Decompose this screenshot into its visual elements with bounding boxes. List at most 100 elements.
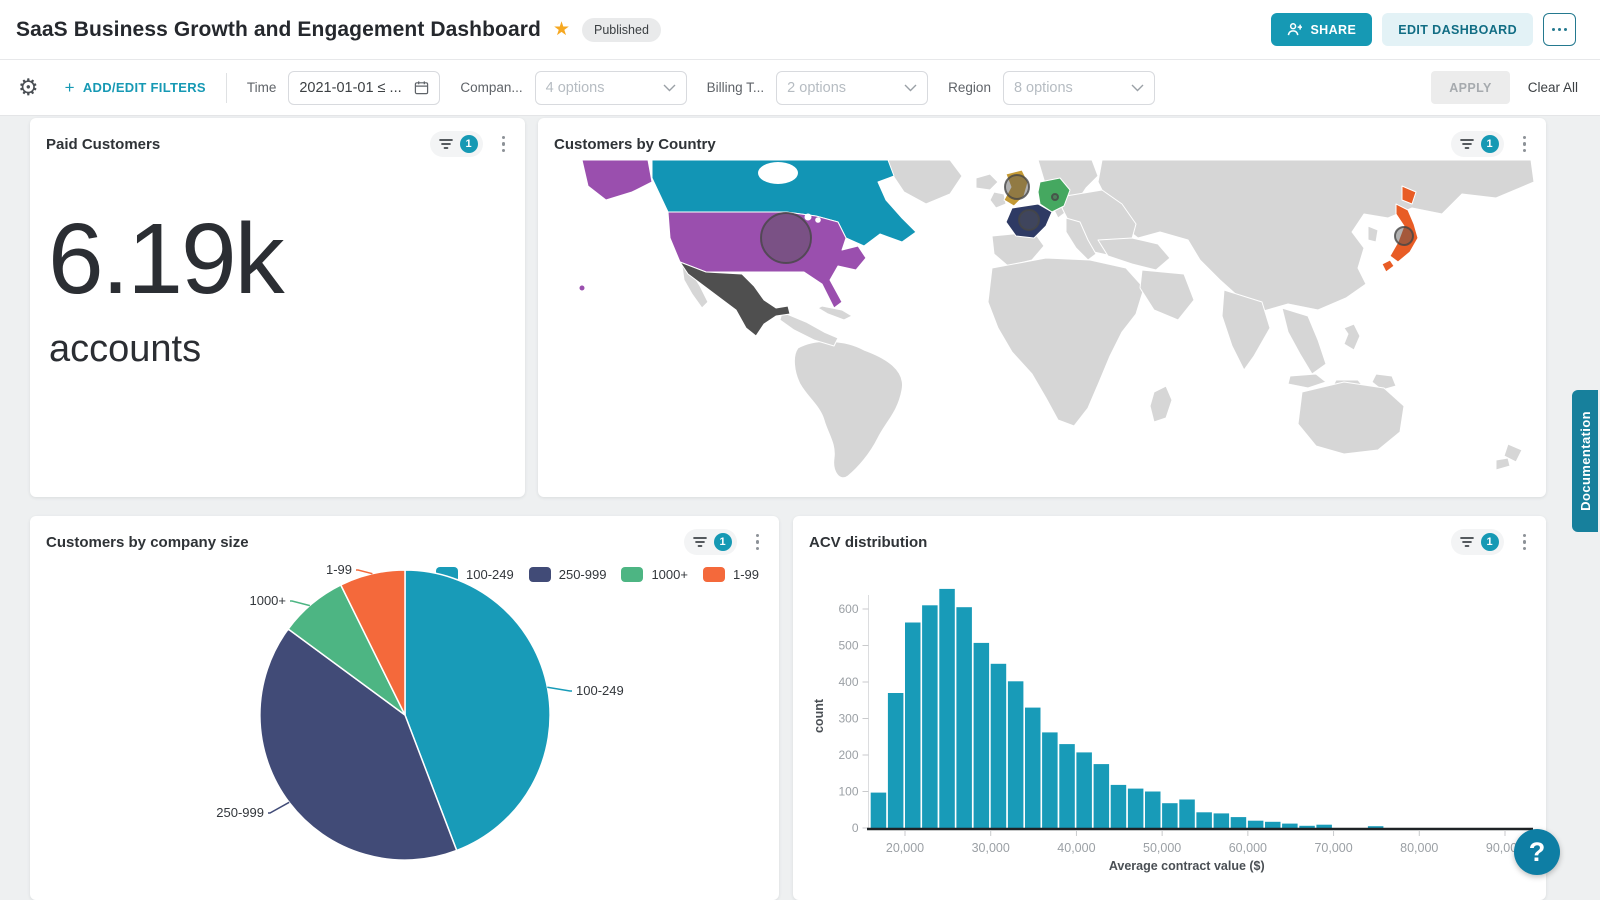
documentation-tab[interactable]: Documentation [1572,390,1598,532]
histogram-bar[interactable] [973,642,990,828]
histogram-bar[interactable] [1059,744,1075,829]
map-bubble-france[interactable] [1018,209,1040,231]
widget-menu-button[interactable] [1517,132,1533,157]
company-size-pie-chart: 100-249 250-999 1000+ 1-99 [216,562,624,861]
map-bubble-germany[interactable] [1051,193,1059,201]
billing-filter-label: Billing T... [706,80,765,95]
histogram-bar[interactable] [1145,791,1161,829]
legend-label: 1-99 [732,567,759,582]
histogram-bar[interactable] [1025,707,1041,829]
y-tick-label: 300 [838,712,858,726]
filter-count-badge: 1 [713,533,732,551]
share-button[interactable]: SHARE [1271,13,1373,46]
map-bubble-united-kingdom[interactable] [1004,174,1030,200]
histogram-bar[interactable] [1076,752,1092,828]
map-country-mexico[interactable] [679,261,791,337]
histogram-bar[interactable] [1127,788,1144,828]
pie-legend: 100-249 250-999 1000+ 1-99 [436,567,759,582]
histogram-bar[interactable] [922,605,938,828]
histogram-bar[interactable] [1110,784,1127,828]
acv-distribution-card: ACV distribution 1 0 100 200 300 400 500 600 20… [793,516,1546,900]
histogram-bar[interactable] [1282,823,1298,828]
map-country-france[interactable] [1005,203,1053,239]
apply-button[interactable]: APPLY [1431,71,1510,104]
y-tick-label: 0 [852,821,859,835]
company-filter-select[interactable]: 4 options [534,70,687,105]
x-tick-label: 20,000 [886,841,924,855]
paid-customers-unit: accounts [49,328,202,370]
x-tick-label: 40,000 [1057,841,1095,855]
region-filter-value: 8 options [1013,79,1073,96]
pie-label-leader [547,686,572,692]
map-country-alaska[interactable] [581,160,653,201]
pie-slice-label: 1-99 [326,562,352,577]
plus-icon: + [64,77,75,97]
pie-slice-100-249[interactable] [404,569,551,852]
legend-label: 100-249 [466,567,514,582]
time-filter-label: Time [246,80,277,95]
widget-filter-chip[interactable]: 1 [683,529,737,555]
histogram-bar[interactable] [1007,681,1024,828]
widget-filter-chip[interactable]: 1 [1450,529,1504,555]
world-map [579,160,1535,479]
histogram-bar[interactable] [1213,813,1230,828]
widget-menu-button[interactable] [496,132,512,157]
widget-filter-chip[interactable]: 1 [1450,131,1504,157]
histogram-bar[interactable] [1316,824,1332,828]
pie-slice-label: 250-999 [216,805,264,820]
gear-icon[interactable]: ⚙ [18,74,39,100]
help-button[interactable]: ? [1514,829,1560,875]
legend-item-1-99[interactable]: 1-99 [702,567,759,582]
filter-lines-icon [1459,537,1474,547]
histogram-bar[interactable] [1230,817,1247,828]
acv-title: ACV distribution [809,533,928,551]
add-edit-filters-button[interactable]: + ADD/EDIT FILTERS [65,78,206,98]
documentation-tab-label: Documentation [1577,411,1593,511]
histogram-bar[interactable] [1196,812,1212,828]
histogram-bar[interactable] [1265,821,1281,828]
y-tick-label: 200 [838,748,858,762]
calendar-icon [415,81,429,95]
pie-slice-label: 100-249 [576,683,624,698]
widget-menu-button[interactable] [750,530,766,555]
filter-lines-icon [692,537,707,547]
histogram-bar[interactable] [905,622,921,829]
histogram-bar[interactable] [1367,826,1384,828]
map-bubble-japan[interactable] [1394,226,1414,246]
histogram-bar[interactable] [1299,825,1315,828]
more-options-button[interactable] [1543,13,1576,46]
billing-filter-select[interactable]: 2 options [776,70,929,105]
map-bubbles [760,174,1414,264]
time-filter-input[interactable]: 2021-01-01 ≤ ... [288,70,441,105]
histogram-bar[interactable] [870,792,887,828]
widget-filter-chip[interactable]: 1 [429,131,483,157]
edit-dashboard-button[interactable]: EDIT DASHBOARD [1382,13,1533,46]
x-tick-label: 60,000 [1229,841,1267,855]
paid-customers-card: Paid Customers 1 6.19k accounts [30,118,525,497]
map-country-japan[interactable] [1401,185,1417,205]
map-country-hawaii[interactable] [579,285,585,291]
filter-count-badge: 1 [459,135,478,153]
legend-swatch [621,567,644,582]
histogram-bar[interactable] [1179,799,1195,829]
x-tick-label: 80,000 [1400,841,1438,855]
histogram-bar[interactable] [990,663,1007,829]
histogram-bar[interactable] [1162,803,1178,828]
histogram-bar[interactable] [956,607,972,828]
x-axis-title: Average contract value ($) [1109,859,1265,873]
region-filter-select[interactable]: 8 options [1002,70,1155,105]
billing-filter-value: 2 options [787,79,847,96]
favorite-star-icon[interactable]: ★ [552,19,570,40]
legend-item-250-999[interactable]: 250-999 [528,567,606,582]
histogram-bar[interactable] [1042,732,1058,828]
customers-by-country-card: Customers by Country 1 [538,118,1546,497]
map-bubble-united-states[interactable] [760,212,812,264]
x-tick-label: 70,000 [1314,841,1352,855]
histogram-bar[interactable] [887,693,904,828]
legend-item-1000+[interactable]: 1000+ [621,567,688,582]
widget-menu-button[interactable] [1517,530,1533,555]
histogram-bar[interactable] [939,588,955,828]
histogram-bar[interactable] [1093,764,1110,828]
clear-all-button[interactable]: Clear All [1527,80,1578,95]
histogram-bar[interactable] [1247,820,1264,828]
